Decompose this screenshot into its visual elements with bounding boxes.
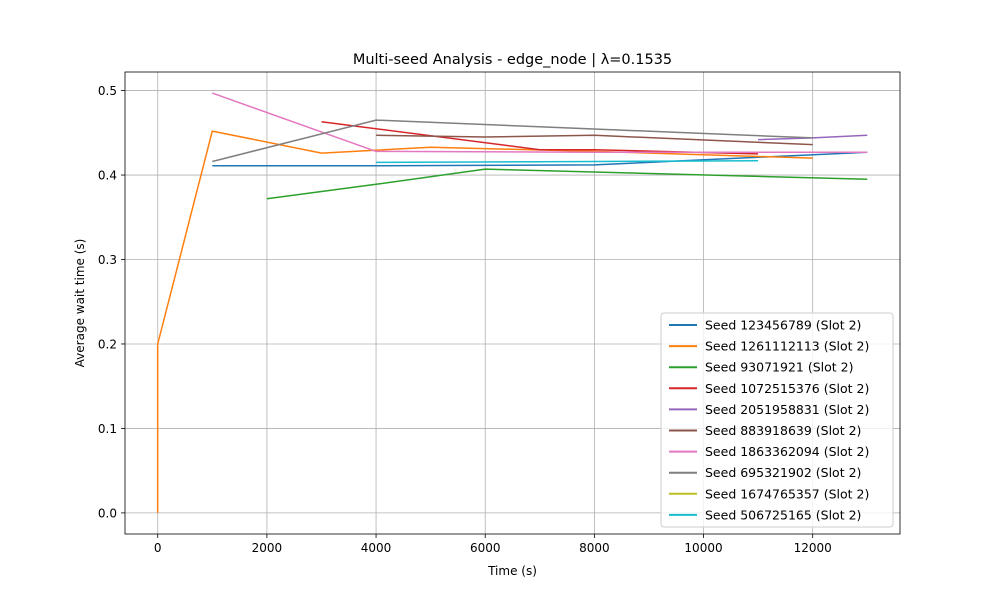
x-axis-label: Time (s)	[487, 564, 537, 578]
y-tick-label: 0.0	[98, 506, 117, 520]
plot-frame	[124, 71, 901, 535]
legend-label: Seed 883918639 (Slot 2)	[705, 423, 861, 438]
legend-label: Seed 506725165 (Slot 2)	[705, 507, 861, 522]
legend: Seed 123456789 (Slot 2) Seed 1261112113 (…	[660, 312, 894, 528]
y-tick-label: 0.1	[98, 422, 117, 436]
series-line	[376, 134, 813, 146]
series-line	[376, 159, 759, 164]
x-tick-label: 6000	[470, 541, 501, 555]
legend-label: Seed 93071921 (Slot 2)	[705, 360, 853, 375]
y-tick-label: 0.5	[98, 84, 117, 98]
y-tick-label: 0.3	[98, 253, 117, 267]
legend-label: Seed 1261112113 (Slot 2)	[705, 339, 869, 354]
x-tick-label: 8000	[579, 541, 610, 555]
legend-label: Seed 1072515376 (Slot 2)	[705, 381, 869, 396]
x-tick-label: 4000	[361, 541, 392, 555]
legend-box	[660, 312, 894, 528]
legend-label: Seed 1674765357 (Slot 2)	[705, 486, 869, 501]
legend-label: Seed 695321902 (Slot 2)	[705, 465, 861, 480]
series-line	[212, 119, 813, 163]
x-tick-label: 10000	[684, 541, 722, 555]
y-tick-label: 0.4	[98, 169, 117, 183]
series-line	[266, 168, 868, 200]
y-axis-label: Average wait time (s)	[73, 239, 87, 368]
series-lines	[156, 92, 868, 513]
axis-ticks: 0 2000 4000 6000 8000 10000 12000 0.0 0.1 0.2 0.3 0…	[98, 84, 832, 555]
series-line	[212, 151, 868, 167]
series-line	[212, 92, 868, 153]
legend-label: Seed 1863362094 (Slot 2)	[705, 444, 869, 459]
series-line	[156, 130, 813, 513]
legend-label: Seed 2051958831 (Slot 2)	[705, 402, 869, 417]
x-tick-label: 12000	[794, 541, 832, 555]
x-tick-label: 0	[154, 541, 162, 555]
chart-title: Multi-seed Analysis - edge_node | λ=0.15…	[353, 52, 672, 68]
y-tick-label: 0.2	[98, 337, 117, 351]
x-tick-label: 2000	[252, 541, 283, 555]
legend-label: Seed 123456789 (Slot 2)	[705, 318, 861, 333]
